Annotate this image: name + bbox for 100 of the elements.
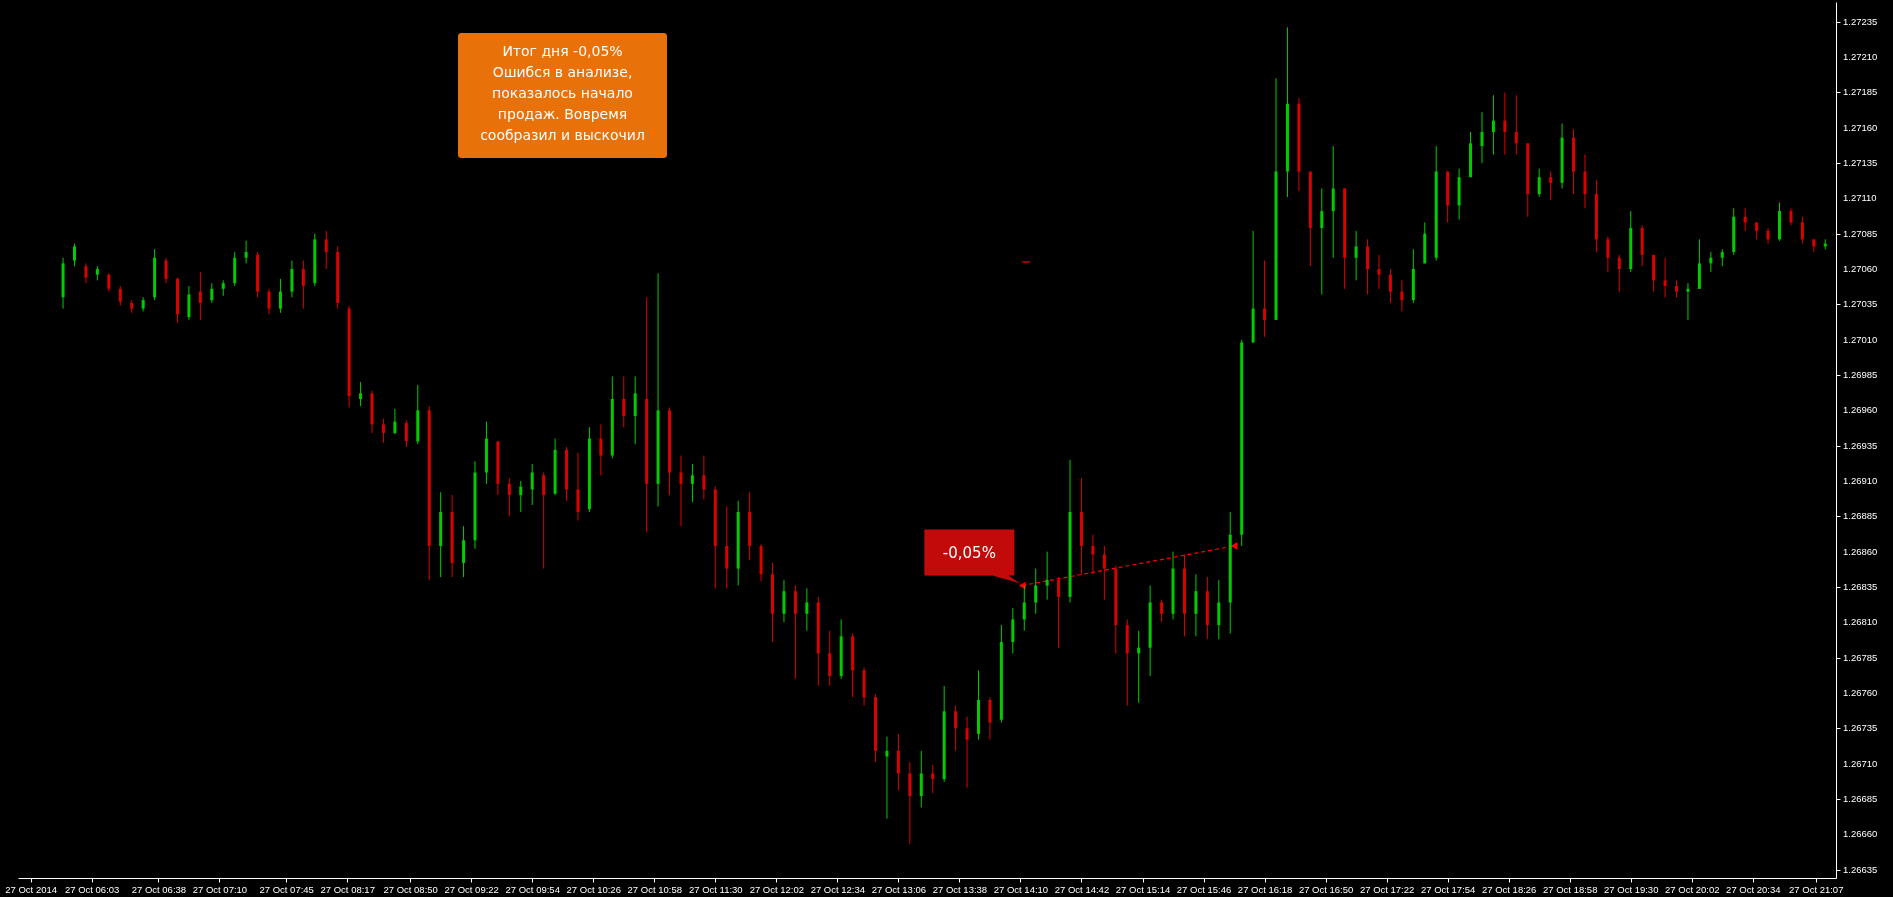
y-tick-label: 1.27185 [1843, 86, 1878, 98]
candlestick [908, 761, 912, 845]
x-tick-label: 27 Oct 20:02 [1665, 883, 1720, 895]
candlestick [919, 750, 923, 808]
y-tick-label: 1.26860 [1843, 545, 1878, 557]
candlestick [1388, 268, 1392, 304]
candlestick [519, 480, 523, 513]
candlestick [1537, 168, 1541, 198]
candlestick [1491, 94, 1495, 156]
x-tick-label: 27 Oct 15:46 [1176, 883, 1232, 895]
x-tick-label: 27 Oct 11:30 [688, 883, 743, 895]
candlestick [725, 505, 729, 589]
candlestick [1263, 260, 1267, 338]
y-tick-label: 1.27010 [1843, 333, 1878, 345]
candlestick [84, 262, 88, 284]
candlestick [965, 716, 969, 789]
x-tick-label: 27 Oct 09:54 [505, 883, 560, 895]
candlestick [1320, 188, 1324, 295]
y-tick-label: 1.26810 [1843, 616, 1878, 628]
x-tick-label: 27 Oct 08:17 [320, 883, 375, 895]
y-tick-label: 1.26760 [1843, 686, 1878, 698]
annotation: -0,05% [942, 543, 996, 562]
x-tick-label: 27 Oct 17:22 [1359, 883, 1415, 895]
y-tick-label: 1.26785 [1843, 651, 1878, 663]
candlestick [530, 463, 534, 506]
candlestick [793, 585, 797, 680]
candlestick [1800, 216, 1804, 245]
candlestick [1663, 257, 1667, 298]
x-tick-label: 27 Oct 18:26 [1481, 883, 1537, 895]
candlestick [599, 423, 603, 476]
candlestick [1194, 573, 1198, 637]
candlestick [1034, 568, 1038, 615]
candlestick [1057, 576, 1061, 649]
candlestick [244, 240, 248, 264]
candlestick [1366, 238, 1370, 295]
candlestick [1503, 91, 1507, 156]
candlestick [393, 408, 397, 435]
candlestick [702, 455, 706, 500]
y-tick-label: 1.27235 [1843, 15, 1878, 27]
x-tick-label: 27 Oct 20:34 [1726, 883, 1781, 895]
candlestick [1549, 171, 1553, 201]
candlestick [107, 272, 111, 293]
x-tick-label: 27 Oct 16:18 [1237, 883, 1293, 895]
candlestick [267, 288, 271, 315]
candlestick [1686, 282, 1690, 321]
x-tick-label: 27 Oct 12:02 [749, 883, 805, 895]
x-tick-label: 27 Oct 17:54 [1420, 883, 1476, 895]
y-tick-label: 1.27160 [1843, 121, 1878, 133]
y-tick-label: 1.26935 [1843, 439, 1878, 451]
x-tick-label: 27 Oct 12:34 [810, 883, 866, 895]
x-tick-label: 27 Oct 13:38 [932, 883, 988, 895]
candlestick [782, 579, 786, 623]
candlestick [381, 418, 385, 444]
y-tick-label: 1.26710 [1843, 757, 1878, 769]
y-tick-label: 1.26735 [1843, 722, 1878, 734]
x-tick-label: 27 Oct 18:58 [1543, 883, 1598, 895]
candlestick [828, 630, 832, 687]
candlestick [462, 525, 466, 578]
candlestick [198, 271, 202, 321]
y-tick-label: 1.27035 [1843, 298, 1878, 310]
x-tick-label: 27 Oct 10:26 [566, 883, 621, 895]
candlestick [896, 733, 900, 791]
candlestick [1102, 545, 1106, 601]
x-tick-label: 27 Oct 15:14 [1115, 883, 1171, 895]
candlestick [1160, 599, 1164, 623]
y-tick-label: 1.26660 [1843, 828, 1878, 840]
candlestick [404, 419, 408, 448]
x-tick-label: 27 Oct 10:58 [627, 883, 682, 895]
y-tick-label: 1.26635 [1843, 863, 1878, 875]
candlestick [507, 477, 511, 517]
candlestick [988, 696, 992, 741]
y-tick-label: 1.27060 [1843, 263, 1878, 275]
candlestick [324, 230, 328, 270]
y-tick-label: 1.26985 [1843, 369, 1878, 381]
x-tick-label: 27 Oct 13:06 [871, 883, 927, 895]
x-tick-label: 27 Oct 06:38 [131, 883, 187, 895]
y-tick-label: 1.27085 [1843, 227, 1878, 239]
candlestick [359, 381, 363, 407]
candlestick [301, 260, 305, 310]
candlestick [1480, 111, 1484, 164]
x-tick-label: 27 Oct 21:07 [1789, 883, 1844, 895]
candlestick [1766, 227, 1770, 245]
candlestick [1514, 94, 1518, 156]
x-tick-label: 27 Oct 2014 [5, 883, 58, 895]
y-tick-label: 1.27110 [1843, 192, 1877, 204]
candlestick [290, 260, 294, 298]
x-tick-label: 27 Oct 14:10 [993, 883, 1049, 895]
y-tick-label: 1.26960 [1843, 404, 1878, 416]
candlestick [679, 455, 683, 527]
x-tick-label: 27 Oct 07:10 [192, 883, 248, 895]
candlestick [1331, 145, 1335, 259]
x-tick-label: 27 Oct 08:50 [383, 883, 438, 895]
candlestick [690, 463, 694, 503]
x-tick-label: 27 Oct 19:30 [1604, 883, 1659, 895]
y-tick-label: 1.27135 [1843, 157, 1878, 169]
x-tick-label: 27 Oct 06:03 [64, 883, 120, 895]
candlestick [210, 282, 214, 304]
candlestick [1045, 551, 1049, 601]
candlestick [1377, 254, 1381, 290]
candlestick [1354, 230, 1358, 281]
